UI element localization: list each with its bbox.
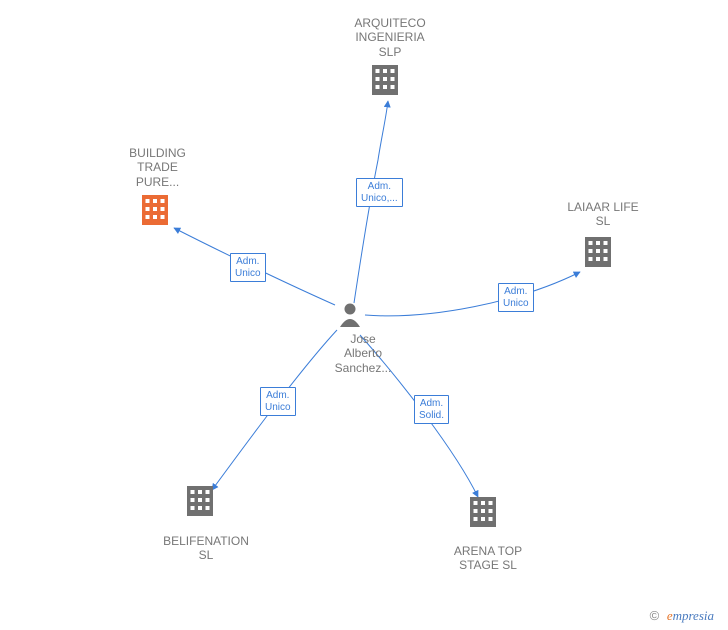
edge-label-arquiteco: Adm.Unico,... bbox=[356, 178, 403, 207]
edge-label-laiaar: Adm.Unico bbox=[498, 283, 534, 312]
edge-label-belifenation: Adm.Unico bbox=[260, 387, 296, 416]
edge-label-building_trade: Adm.Unico bbox=[230, 253, 266, 282]
diagram-canvas: Adm.Unico,... Adm.Unico Adm.Solid. Adm.Unic… bbox=[0, 0, 728, 630]
node-label-belifenation: BELIFENATIONSL bbox=[152, 534, 260, 563]
node-label-building_trade: BUILDINGTRADEPURE... bbox=[115, 146, 200, 189]
node-label-arena: ARENA TOPSTAGE SL bbox=[438, 544, 538, 573]
labels-layer: Adm.Unico,... Adm.Unico Adm.Solid. Adm.Unic… bbox=[0, 0, 728, 630]
brand-rest: mpresia bbox=[673, 608, 714, 623]
node-label-arquiteco: ARQUITECOINGENIERIASLP bbox=[345, 16, 435, 59]
footer: © empresia bbox=[650, 608, 714, 624]
edge-label-arena: Adm.Solid. bbox=[414, 395, 449, 424]
center-node-label: JoseAlbertoSanchez... bbox=[330, 332, 396, 375]
node-label-laiaar: LAIAAR LIFESL bbox=[558, 200, 648, 229]
copyright-symbol: © bbox=[650, 608, 660, 623]
